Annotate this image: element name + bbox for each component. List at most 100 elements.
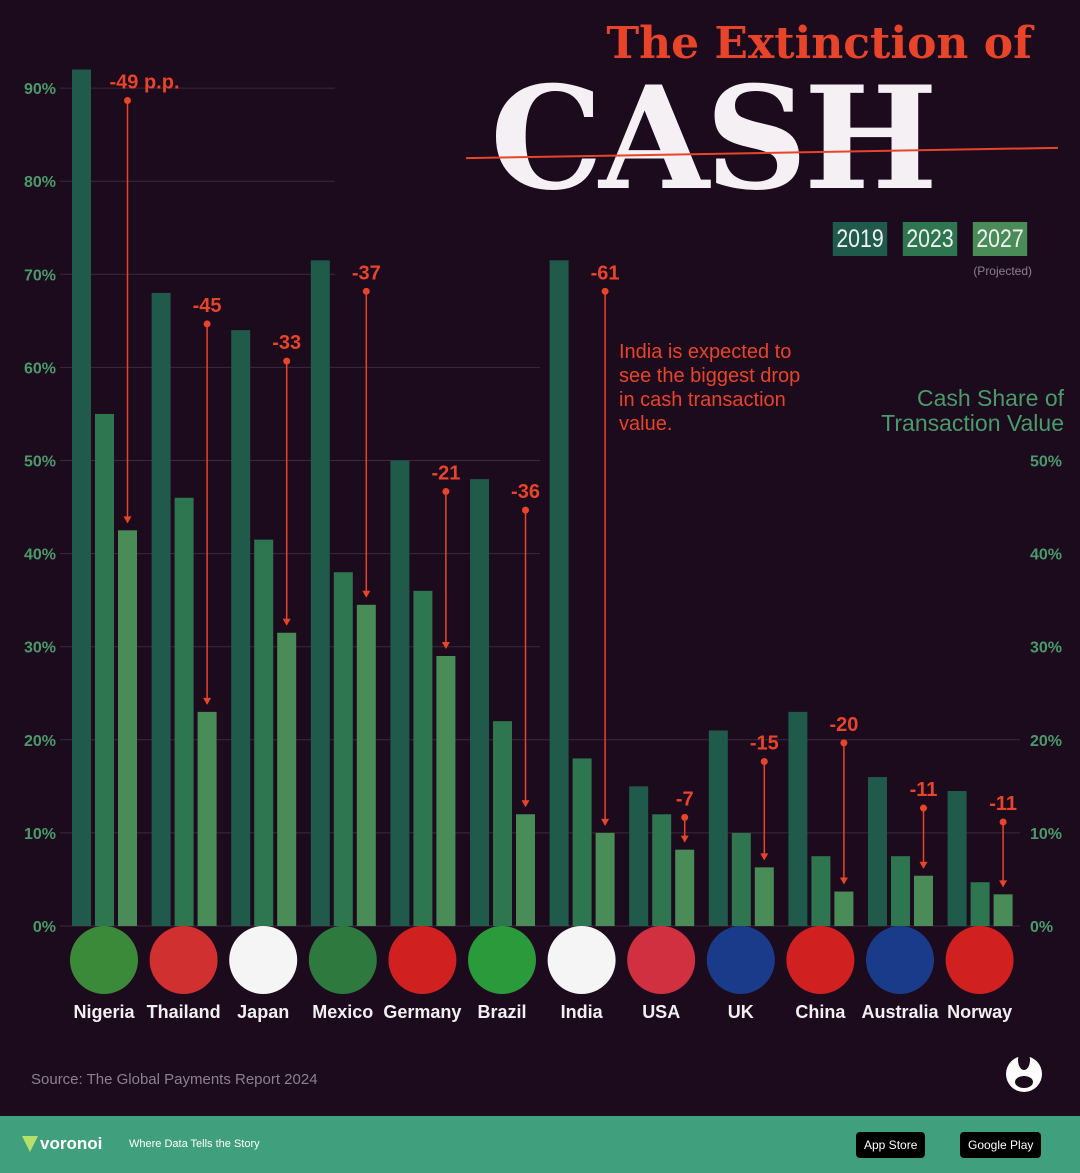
- bar-2019-brazil: [470, 479, 489, 926]
- bar-2023-mexico: [333, 572, 353, 926]
- right-tick-label: 20%: [1030, 733, 1062, 750]
- arrow-head: [282, 618, 291, 626]
- country-label: Japan: [237, 1002, 289, 1022]
- country-label: Thailand: [147, 1002, 221, 1022]
- change-label: -20: [829, 714, 858, 736]
- google-play-button[interactable]: Google Play: [960, 1132, 1042, 1158]
- bar-2019-nigeria: [72, 69, 91, 927]
- bar-2019-japan: [231, 330, 251, 926]
- arrow-head: [839, 877, 848, 885]
- legend-2019: 2019: [832, 222, 888, 256]
- country-label: Australia: [861, 1002, 939, 1022]
- change-label: -21: [431, 463, 460, 485]
- bar-2019-norway: [947, 791, 967, 926]
- flag-australia-icon: [866, 926, 934, 994]
- projected-label: (Projected): [973, 264, 1032, 278]
- bar-2023-japan: [254, 539, 274, 926]
- arrow-dot: [124, 96, 131, 104]
- arrow-head: [680, 835, 689, 843]
- country-label: Nigeria: [73, 1002, 135, 1022]
- arrow-dot: [760, 757, 768, 765]
- arrow-head: [601, 818, 610, 826]
- bar-2027-japan: [277, 632, 297, 926]
- app-store-button[interactable]: App Store: [856, 1132, 926, 1158]
- india-note: India is expected to see the biggest dro…: [619, 340, 809, 436]
- arrow-head: [123, 516, 132, 524]
- bar-2027-thailand: [197, 711, 217, 926]
- bar-2023-brazil: [493, 721, 512, 926]
- arrow-dot: [920, 804, 927, 812]
- bar-2023-china: [811, 856, 831, 926]
- bar-2019-mexico: [310, 260, 330, 927]
- flag-uk-icon: [706, 926, 775, 994]
- bar-2027-china: [834, 891, 854, 926]
- arrow-dot: [522, 506, 529, 514]
- title-line1: The Extinction of: [606, 18, 1032, 69]
- arrow-head: [203, 697, 212, 705]
- bar-2019-australia: [868, 777, 887, 926]
- bar-2027-australia: [914, 875, 933, 926]
- bar-2027-brazil: [516, 814, 535, 926]
- flag-germany-icon: [388, 926, 457, 994]
- change-label: -49 p.p.: [110, 71, 180, 93]
- arrow-head: [521, 800, 530, 808]
- bar-2019-usa: [629, 786, 649, 926]
- change-label: -37: [352, 262, 381, 284]
- right-tick-label: 40%: [1030, 547, 1062, 564]
- change-label: -11: [910, 779, 938, 801]
- bar-2027-uk: [754, 867, 774, 926]
- bar-2019-germany: [390, 460, 410, 926]
- visual-capitalist-logo-icon: [1006, 1050, 1042, 1092]
- bar-2027-germany: [436, 656, 456, 926]
- axis-title-line2: Transaction Value: [881, 410, 1064, 436]
- bar-2023-nigeria: [95, 413, 114, 926]
- bar-2019-china: [788, 711, 808, 926]
- change-label: -45: [193, 295, 222, 317]
- change-label: -11: [989, 793, 1017, 815]
- right-tick-label: 50%: [1030, 454, 1062, 471]
- bar-2027-india: [595, 832, 615, 926]
- bar-2023-thailand: [174, 497, 194, 926]
- country-label: China: [795, 1002, 846, 1022]
- tagline: Where Data Tells the Story: [129, 1138, 260, 1150]
- flag-nigeria-icon: [70, 926, 138, 994]
- left-tick-label: 30%: [24, 640, 56, 657]
- flag-india-icon: [547, 926, 616, 994]
- change-label: -33: [272, 332, 301, 354]
- arrow-head: [760, 853, 769, 861]
- source: Source: The Global Payments Report 2024: [31, 1071, 318, 1088]
- arrow-dot: [601, 287, 609, 295]
- bar-2023-uk: [731, 832, 751, 926]
- left-tick-label: 70%: [24, 267, 56, 284]
- bar-2027-mexico: [356, 604, 376, 926]
- flag-mexico-icon: [308, 926, 377, 994]
- right-tick-label: 0%: [1030, 919, 1053, 936]
- brand-name[interactable]: voronoi: [40, 1134, 103, 1153]
- arrow-dot: [681, 813, 689, 821]
- footer: voronoi Where Data Tells the Story App S…: [0, 1116, 1080, 1173]
- change-label: -15: [750, 732, 779, 754]
- arrow-dot: [362, 287, 370, 295]
- left-tick-label: 80%: [24, 174, 56, 191]
- arrow-dot: [999, 818, 1007, 826]
- left-tick-label: 0%: [33, 919, 56, 936]
- right-tick-label: 10%: [1030, 826, 1062, 843]
- left-tick-label: 40%: [24, 547, 56, 564]
- arrow-dot: [840, 739, 848, 747]
- left-tick-label: 10%: [24, 826, 56, 843]
- change-label: -36: [511, 481, 540, 503]
- flag-thailand-icon: [149, 926, 218, 994]
- bar-2019-uk: [708, 730, 728, 926]
- flag-japan-icon: [229, 926, 298, 994]
- bar-2023-usa: [652, 814, 672, 926]
- legend: 2019 2023 2027: [828, 222, 1032, 256]
- legend-2023: 2023: [902, 222, 958, 256]
- country-label: Mexico: [312, 1002, 373, 1022]
- bar-2019-india: [549, 260, 569, 927]
- left-tick-label: 90%: [24, 81, 56, 98]
- left-tick-label: 50%: [24, 454, 56, 471]
- bar-2023-australia: [891, 856, 910, 926]
- arrow-head: [999, 880, 1008, 888]
- country-label: Brazil: [477, 1002, 526, 1022]
- bar-chart: 0% 10% 20% 30% 40% 50% 60% 70% 80% 90% 0% 10% 20% 30%…: [24, 69, 1062, 1022]
